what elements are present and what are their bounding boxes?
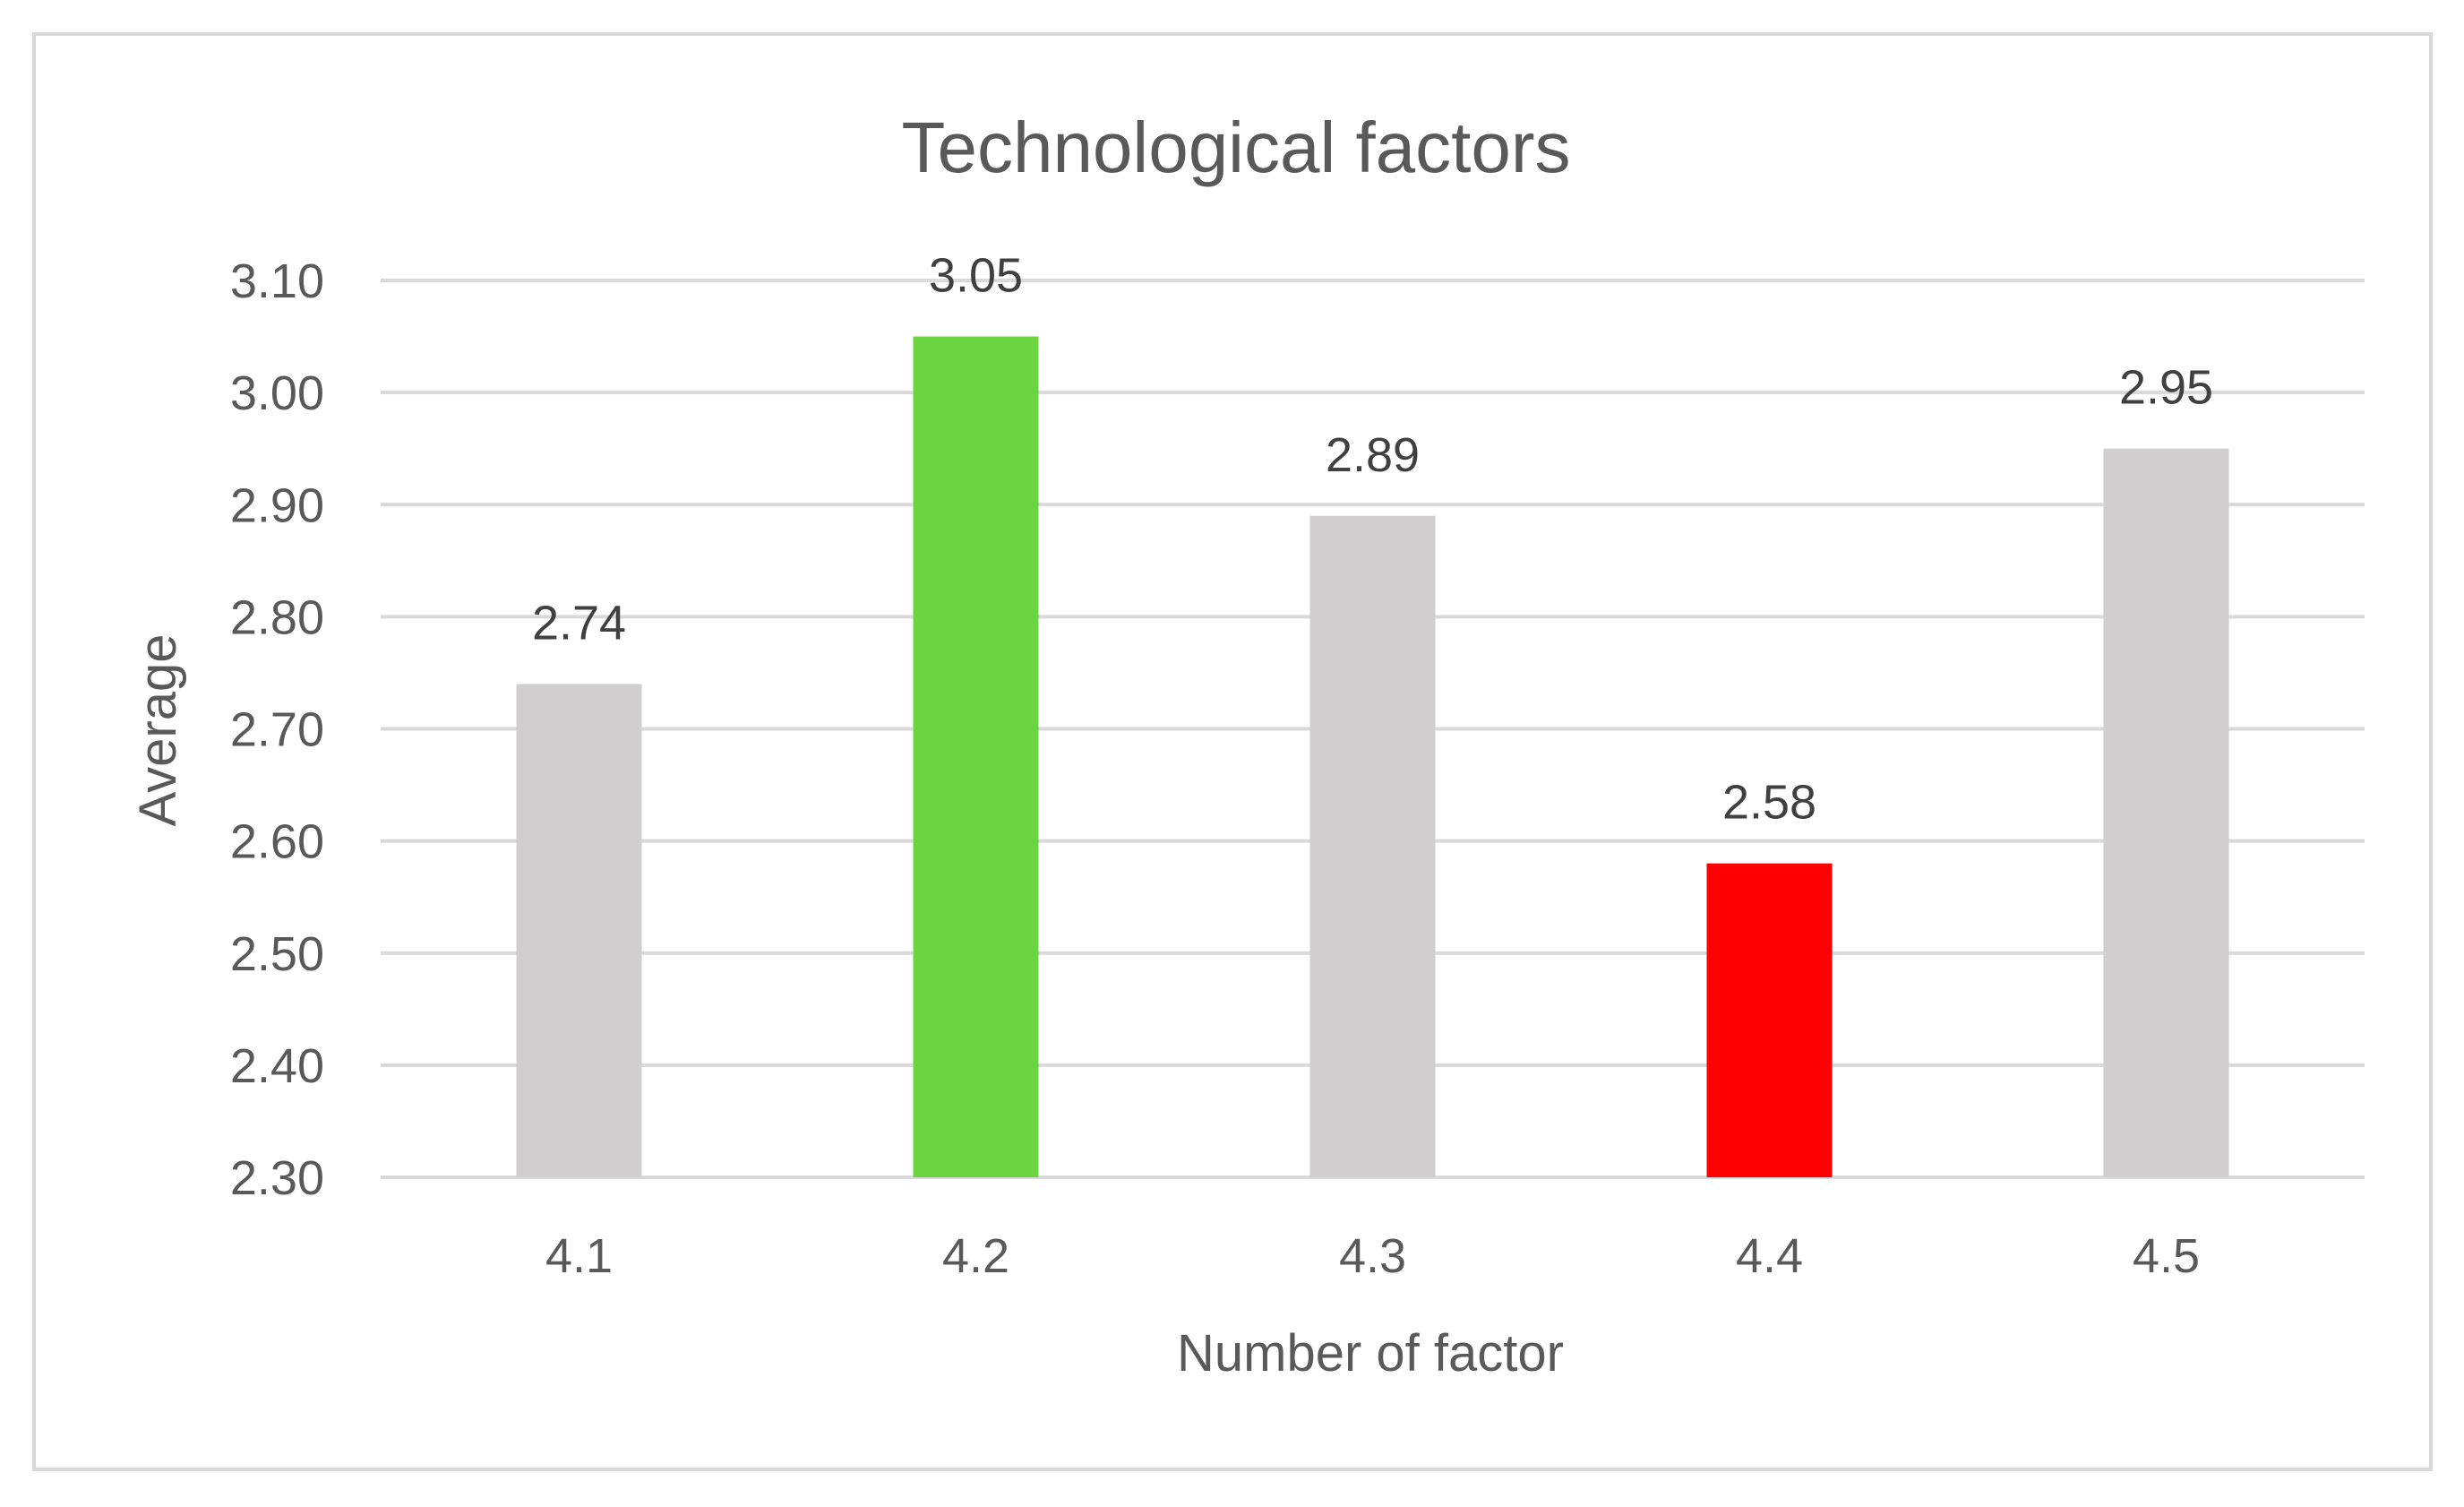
x-tick-label: 4.1 — [545, 1229, 613, 1283]
data-label: 2.58 — [1722, 776, 1816, 830]
y-axis-title: Average — [129, 634, 187, 827]
y-tick-label: 2.80 — [230, 590, 324, 644]
y-axis-ticks: 2.30 2.40 2.50 2.60 2.70 2.80 2.90 3.00 3.10 — [230, 254, 324, 1205]
y-tick-label: 2.30 — [230, 1151, 324, 1205]
bars — [516, 336, 2229, 1177]
data-labels: 2.74 3.05 2.89 2.58 2.95 — [532, 249, 2213, 830]
x-tick-label: 4.3 — [1339, 1229, 1406, 1283]
bar-4.4 — [1706, 863, 1833, 1177]
x-tick-label: 4.4 — [1736, 1229, 1803, 1283]
x-axis-title: Number of factor — [1177, 1324, 1564, 1382]
y-tick-label: 3.10 — [230, 254, 324, 308]
y-tick-label: 2.90 — [230, 478, 324, 532]
chart-title: Technological factors — [901, 108, 1570, 187]
data-label: 3.05 — [929, 249, 1023, 303]
data-label: 2.89 — [1326, 428, 1420, 482]
x-tick-label: 4.2 — [942, 1229, 1009, 1283]
data-label: 2.74 — [532, 596, 626, 650]
y-tick-label: 2.70 — [230, 703, 324, 757]
x-tick-label: 4.5 — [2133, 1229, 2200, 1283]
y-tick-label: 2.60 — [230, 815, 324, 869]
bar-4.1 — [516, 684, 642, 1177]
data-label: 2.95 — [2119, 361, 2213, 415]
y-tick-label: 2.40 — [230, 1039, 324, 1093]
bar-4.5 — [2103, 448, 2229, 1177]
chart-frame — [32, 32, 2433, 1471]
y-tick-label: 3.00 — [230, 366, 324, 420]
y-tick-label: 2.50 — [230, 927, 324, 981]
bar-4.2 — [913, 336, 1039, 1177]
x-axis-ticks: 4.1 4.2 4.3 4.4 4.5 — [545, 1229, 2200, 1283]
bar-4.3 — [1309, 515, 1436, 1177]
